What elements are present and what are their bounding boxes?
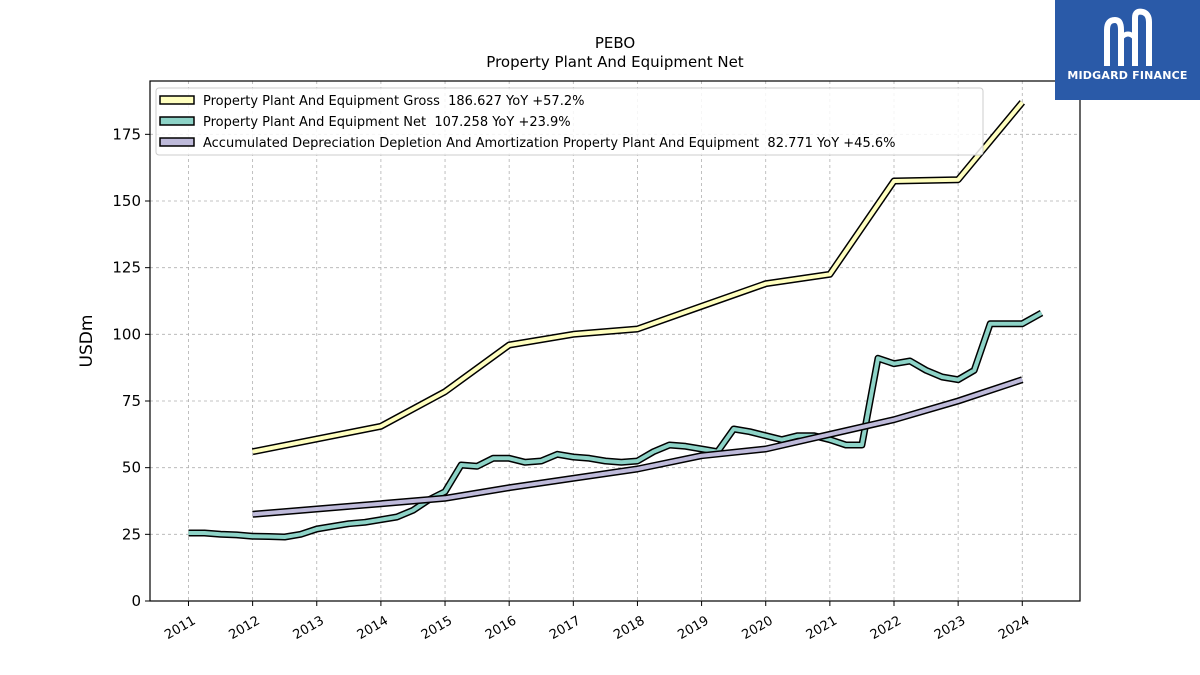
series-2 (252, 376, 1024, 518)
x-tick-label: 2018 (611, 613, 647, 643)
x-tick-label: 2022 (868, 613, 904, 643)
series-line (188, 311, 1043, 539)
series-line (252, 377, 1023, 517)
legend-label: Property Plant And Equipment Gross 186.6… (203, 94, 584, 109)
x-tick-label: 2021 (804, 613, 840, 643)
legend-swatch (159, 95, 195, 105)
legend-swatch (159, 137, 195, 147)
y-tick-label: 0 (131, 592, 141, 610)
x-tick-label: 2012 (226, 613, 262, 643)
y-tick-label: 25 (122, 525, 141, 543)
chart-title: PEBO (595, 34, 635, 52)
logo: MIDGARD FINANCE (1055, 0, 1200, 100)
series-line (252, 101, 1024, 454)
series-lines (188, 100, 1044, 541)
x-tick-label: 2016 (483, 613, 519, 643)
x-tick-label: 2019 (675, 613, 711, 643)
legend-swatch (159, 116, 195, 126)
x-tick-label: 2024 (996, 613, 1032, 643)
y-tick-label: 175 (112, 125, 141, 143)
x-tick-label: 2011 (162, 613, 198, 643)
y-axis-label: USDm (77, 315, 97, 368)
x-tick-label: 2020 (740, 613, 776, 643)
legend-label: Accumulated Depreciation Depletion And A… (203, 136, 895, 151)
legend: Property Plant And Equipment Gross 186.6… (155, 87, 984, 156)
series-1 (188, 309, 1044, 541)
plot-frame (149, 80, 1081, 602)
midgard-logo-icon (1104, 8, 1152, 66)
x-tick-label: 2017 (547, 613, 583, 643)
x-tick-label: 2013 (291, 613, 327, 643)
x-tick-label: 2015 (419, 613, 455, 643)
x-tick-label: 2014 (355, 613, 391, 643)
y-tick-label: 50 (122, 459, 141, 477)
chart-subtitle: Property Plant And Equipment Net (486, 53, 743, 71)
grid (150, 81, 1080, 602)
x-tick-label: 2023 (932, 613, 968, 643)
x-axis: 2011 2012 2013 2014 2015 2016 2017 2018 2019 2020… (162, 601, 1032, 643)
legend-box (155, 87, 984, 156)
y-tick-label: 125 (112, 259, 141, 277)
series-0 (251, 100, 1025, 456)
legend-label: Property Plant And Equipment Net 107.258… (203, 115, 571, 130)
y-tick-label: 100 (112, 325, 141, 343)
y-tick-label: 150 (112, 192, 141, 210)
logo-text: MIDGARD FINANCE (1067, 69, 1188, 82)
y-tick-label: 75 (122, 392, 141, 410)
y-axis: 0 25 50 75 100 125 150 175 (112, 125, 150, 610)
